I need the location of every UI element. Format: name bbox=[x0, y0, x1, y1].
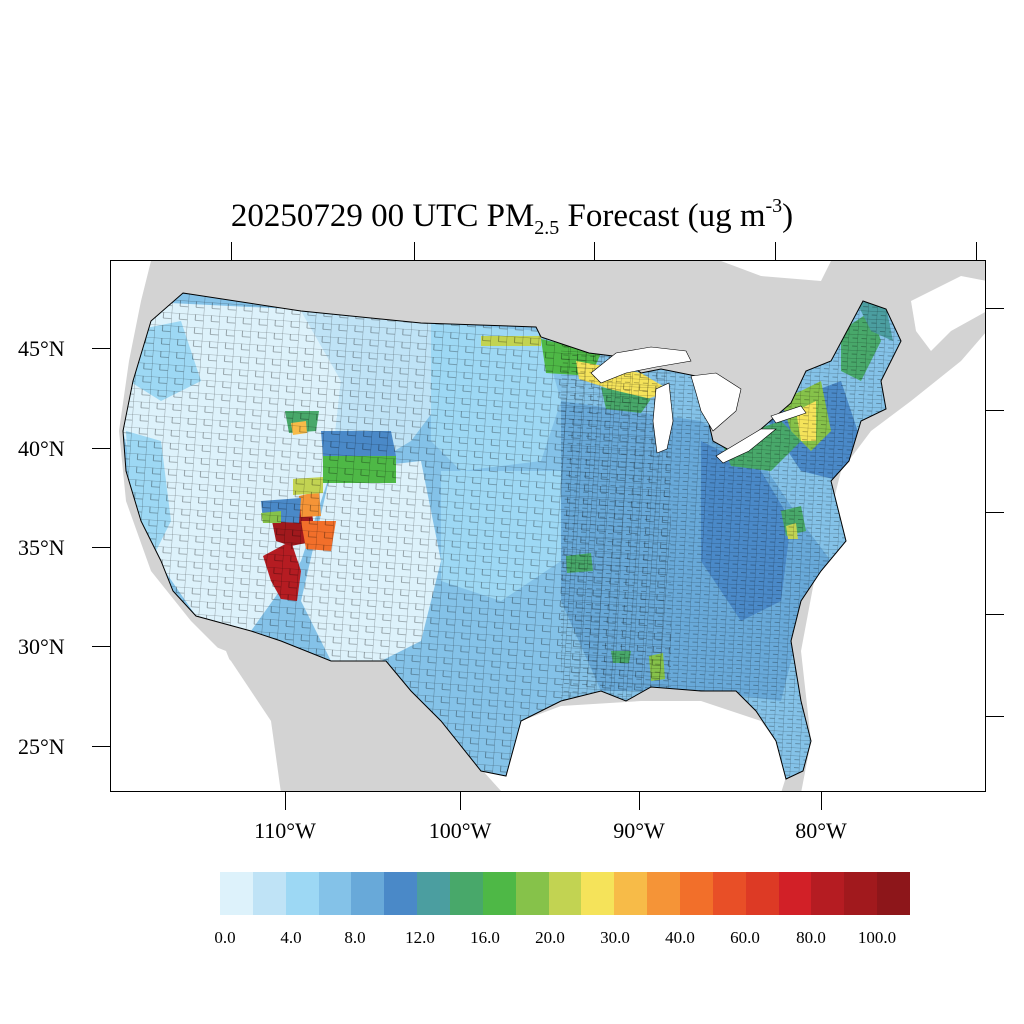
lon-label-110w: 110°W bbox=[254, 818, 316, 843]
lake-ontario bbox=[770, 405, 807, 424]
lon-label-100w: 100°W bbox=[428, 818, 492, 843]
lat-tick-right bbox=[986, 512, 1004, 513]
lat-label-35n: 35°N bbox=[18, 535, 65, 560]
us-counties bbox=[123, 293, 901, 779]
colorbar-label: 0.0 bbox=[214, 928, 236, 947]
conus-map bbox=[111, 261, 985, 791]
gulf-of-california bbox=[201, 641, 251, 761]
lat-tick-left bbox=[92, 646, 110, 647]
colorbar-swatch bbox=[515, 872, 549, 915]
lat-tick-left bbox=[92, 348, 110, 349]
lake-michigan bbox=[652, 382, 674, 454]
great-lakes bbox=[590, 346, 807, 464]
lon-tick-top bbox=[231, 242, 232, 260]
colorbar-swatch bbox=[581, 872, 615, 915]
colorbar-label: 12.0 bbox=[405, 928, 435, 947]
lon-tick-bottom bbox=[639, 792, 640, 810]
lat-tick-right bbox=[986, 308, 1004, 309]
colorbar-label: 60.0 bbox=[730, 928, 760, 947]
colorbar-swatch bbox=[614, 872, 648, 915]
colorbar-swatch bbox=[778, 872, 812, 915]
colorbar-swatch bbox=[647, 872, 681, 915]
lon-tick-top bbox=[976, 242, 977, 260]
lat-label-25n: 25°N bbox=[18, 734, 65, 759]
colorbar-swatch bbox=[680, 872, 713, 915]
colorbar-label: 30.0 bbox=[600, 928, 630, 947]
colorbar-swatch bbox=[318, 872, 352, 915]
gulf-st-lawrence bbox=[911, 276, 985, 351]
colorbar-swatch bbox=[548, 872, 582, 915]
lon-label-90w: 90°W bbox=[613, 818, 665, 843]
colorbar-label: 100.0 bbox=[857, 928, 897, 947]
lat-label-40n: 40°N bbox=[18, 436, 65, 461]
lat-tick-left bbox=[92, 448, 110, 449]
lon-label-80w: 80°W bbox=[795, 818, 847, 843]
colorbar-swatch bbox=[417, 872, 451, 915]
colorbar-swatch bbox=[450, 872, 483, 915]
map-title: 20250729 00 UTC PM2.5 Forecast (ug m-3) bbox=[0, 184, 1024, 250]
pacific-ocean bbox=[111, 261, 281, 791]
map-panel bbox=[110, 260, 986, 792]
title-suffix: ) bbox=[782, 198, 794, 234]
lake-superior bbox=[590, 346, 692, 384]
colorbar-swatch bbox=[877, 872, 911, 915]
title-middle: Forecast (ug m bbox=[559, 198, 766, 234]
colorbar-swatch bbox=[482, 872, 516, 915]
colorbar-label: 4.0 bbox=[280, 928, 302, 947]
colorbar-swatch bbox=[220, 872, 253, 915]
colorbar-swatch bbox=[844, 872, 878, 915]
lon-tick-top bbox=[775, 242, 776, 260]
lake-erie bbox=[715, 428, 777, 464]
gulf-of-mexico bbox=[456, 701, 791, 791]
colorbar-label: 40.0 bbox=[665, 928, 695, 947]
lat-tick-right bbox=[986, 716, 1004, 717]
colorbar-swatch bbox=[252, 872, 286, 915]
colorbar-label: 16.0 bbox=[470, 928, 500, 947]
colorbar-swatch bbox=[712, 872, 746, 915]
colorbar-swatch bbox=[745, 872, 779, 915]
title-superscript: -3 bbox=[765, 195, 783, 217]
colorbar-swatch bbox=[285, 872, 319, 915]
title-subscript: 2.5 bbox=[534, 217, 560, 239]
lon-tick-top bbox=[414, 242, 415, 260]
colorbar-swatch bbox=[351, 872, 385, 915]
colorbar-swatch bbox=[384, 872, 418, 915]
title-prefix: 20250729 00 UTC PM bbox=[230, 198, 535, 234]
lon-tick-bottom bbox=[285, 792, 286, 810]
lat-tick-right bbox=[986, 410, 1004, 411]
lat-label-30n: 30°N bbox=[18, 634, 65, 659]
lon-tick-bottom bbox=[821, 792, 822, 810]
colorbar-label: 8.0 bbox=[344, 928, 366, 947]
lon-tick-top bbox=[594, 242, 595, 260]
colorbar-label: 80.0 bbox=[796, 928, 826, 947]
lake-huron bbox=[690, 372, 742, 432]
colorbar-label: 20.0 bbox=[535, 928, 565, 947]
lat-label-45n: 45°N bbox=[18, 336, 65, 361]
colorbar-swatch bbox=[811, 872, 845, 915]
atlantic-ocean bbox=[801, 333, 985, 791]
lat-tick-left bbox=[92, 746, 110, 747]
lon-tick-bottom bbox=[460, 792, 461, 810]
colorbar bbox=[220, 872, 911, 915]
lat-tick-right bbox=[986, 614, 1004, 615]
hudson-bay-edge bbox=[721, 261, 831, 281]
lat-tick-left bbox=[92, 547, 110, 548]
